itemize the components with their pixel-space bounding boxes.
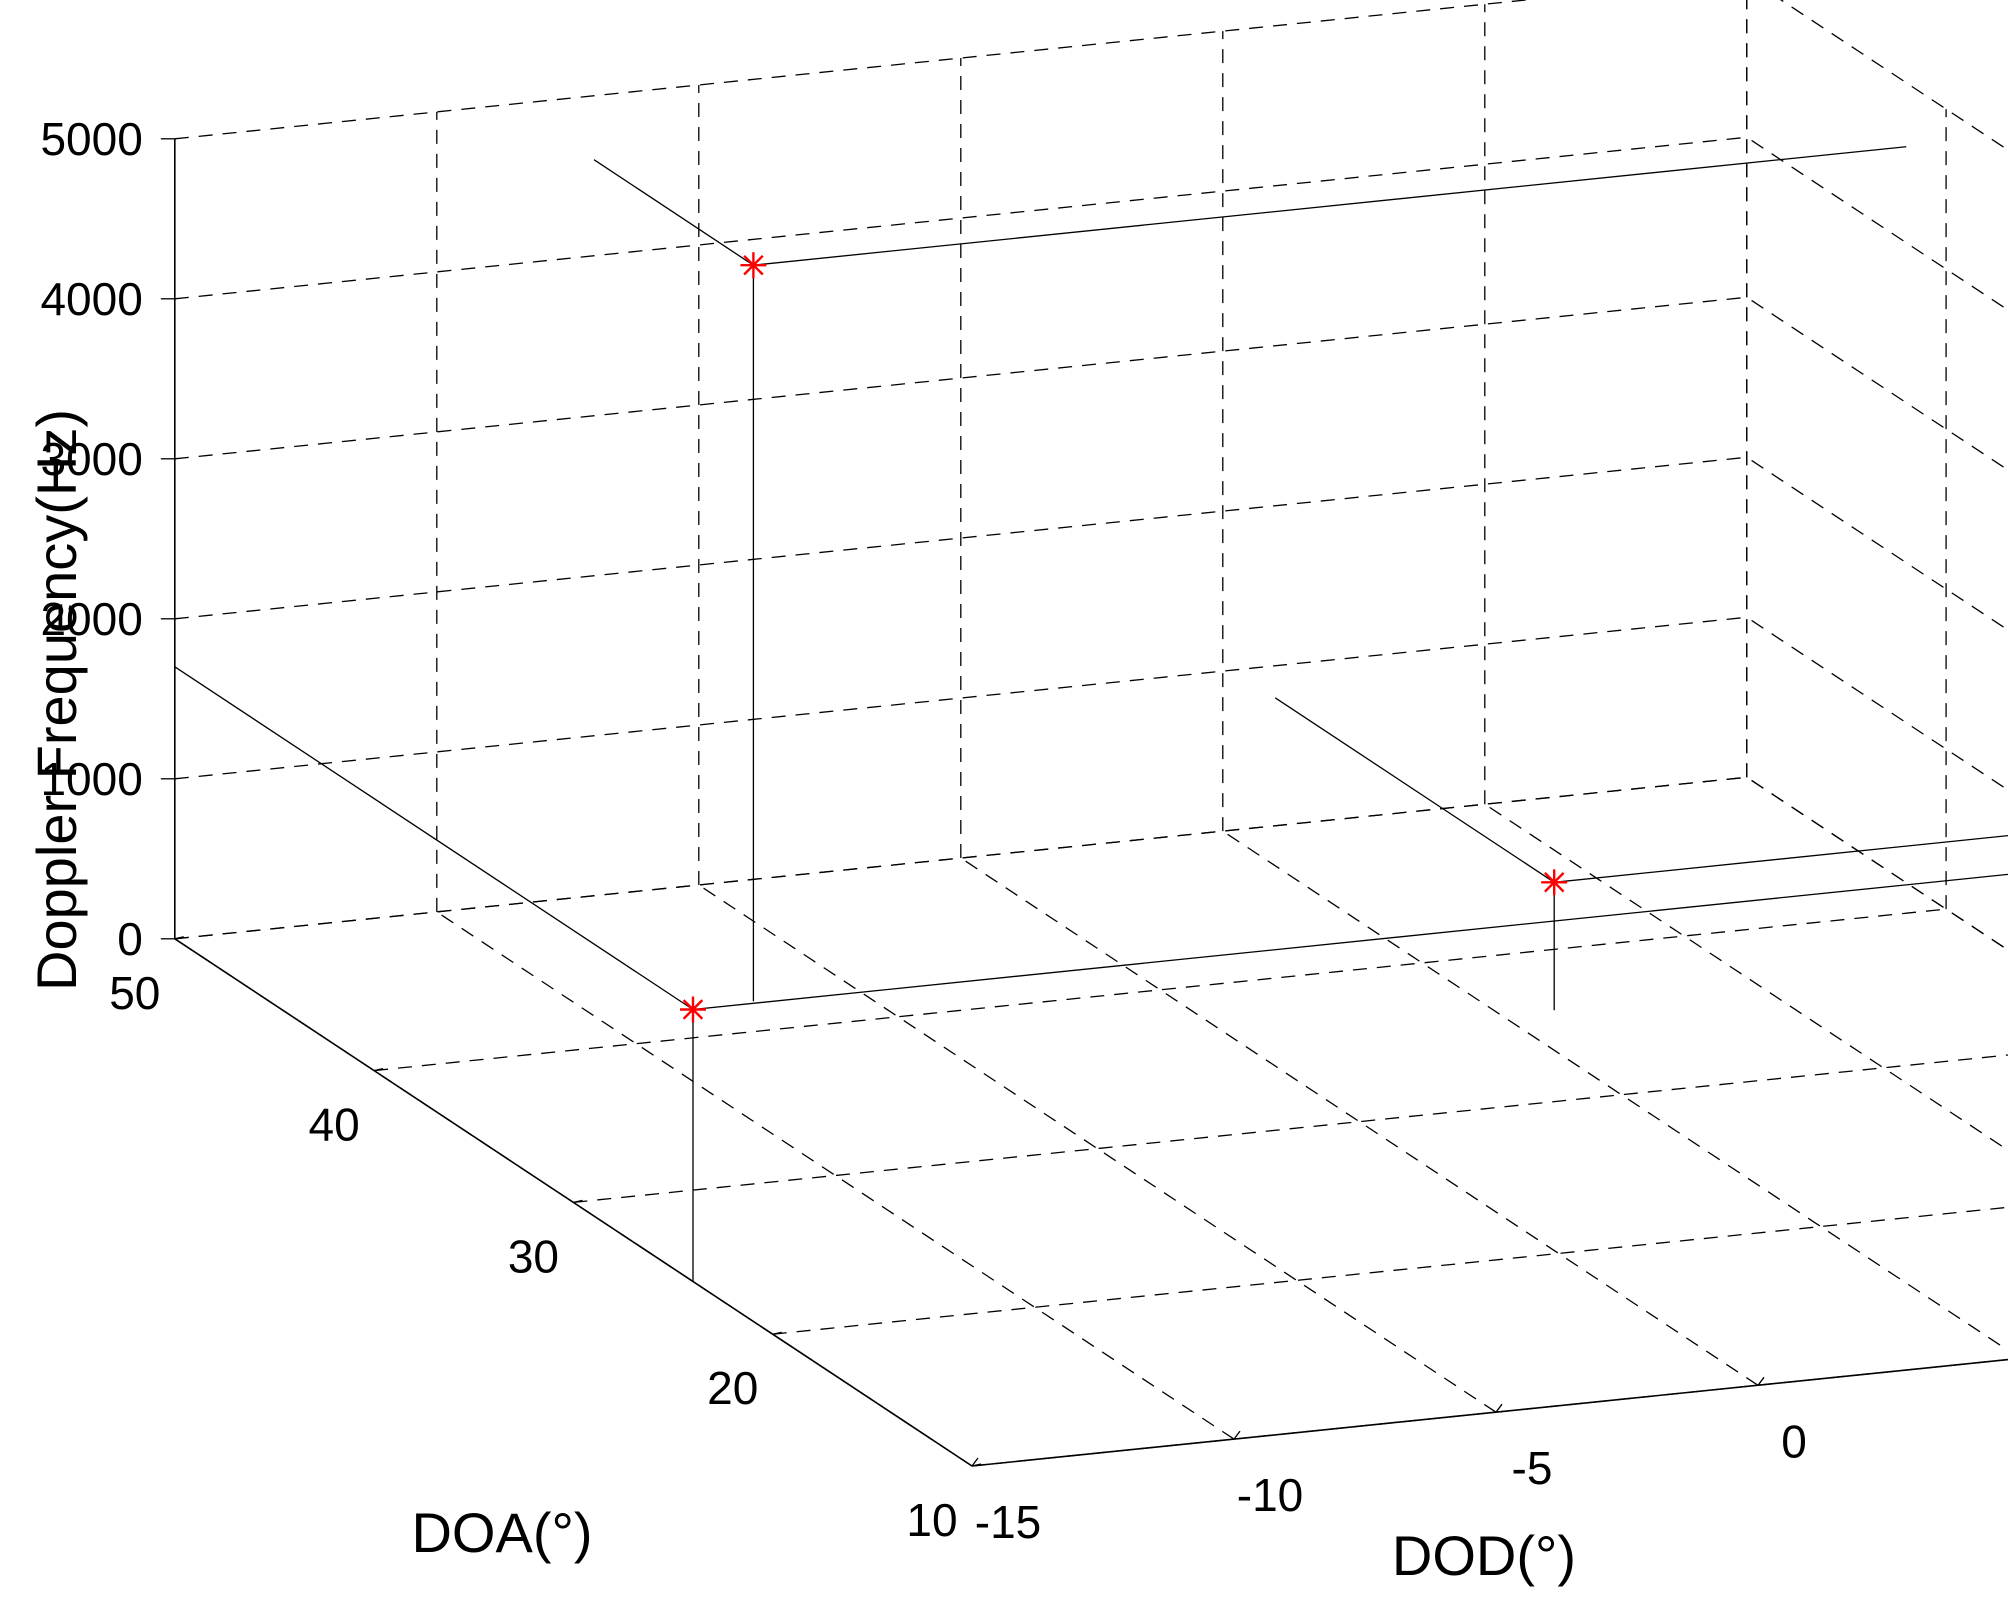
data-markers — [680, 252, 1568, 1023]
projection-line — [1554, 834, 2008, 883]
x-tick-label: -5 — [1512, 1442, 1553, 1494]
grid-line — [1484, 803, 2008, 1151]
grid-line — [573, 1054, 2008, 1204]
z-tick-label: 0 — [117, 913, 143, 965]
projection-line — [174, 666, 694, 1011]
data-point — [1541, 869, 1568, 896]
grid-line — [436, 911, 1235, 1440]
z-tick-label: 5000 — [40, 113, 142, 165]
y-tick-label: 50 — [109, 967, 160, 1019]
z-axis-label: Doppler Frequency(Hz) — [25, 409, 88, 991]
x-tick-label: 0 — [1781, 1415, 1807, 1467]
grid-line — [960, 857, 1759, 1386]
grid-line — [1746, 616, 2008, 791]
y-tick-label: 10 — [906, 1494, 957, 1546]
x-tick — [971, 1457, 979, 1467]
y-tick — [772, 1331, 782, 1335]
z-tick-label: 2000 — [40, 593, 142, 645]
y-tick — [573, 1199, 583, 1204]
z-tick-label: 3000 — [40, 433, 142, 485]
y-tick-label: 40 — [309, 1099, 360, 1151]
y-tick — [373, 1067, 384, 1072]
x-axis-line — [971, 1358, 2008, 1467]
trace-lines — [174, 146, 2008, 1282]
grid-line — [1746, 776, 2008, 951]
grid-line — [1746, 776, 2008, 951]
x-tick — [1233, 1430, 1241, 1440]
x-axis-label: DOD(°) — [1392, 1524, 1576, 1587]
grid-line — [1746, 136, 2008, 311]
grid-line — [1746, 296, 2008, 471]
grid-line — [971, 1358, 2008, 1467]
grid-line — [174, 0, 1533, 140]
y-axis-label: DOA(°) — [411, 1501, 592, 1564]
y-tick-label: 20 — [707, 1362, 758, 1414]
data-point — [740, 252, 767, 279]
grid-lines — [160, 0, 2008, 1467]
projection-line — [593, 159, 754, 266]
x-tick-label: -15 — [975, 1496, 1041, 1548]
y-tick — [971, 1463, 982, 1467]
grid-line — [174, 456, 1747, 620]
grid-line — [772, 1206, 2008, 1335]
projection-line — [1274, 697, 1555, 883]
grid-line — [698, 884, 1497, 1413]
tick-labels: -15-10-505101510203040500100020003000400… — [40, 113, 1807, 1548]
grid-line — [1779, 0, 2008, 151]
grid-line — [1222, 830, 2008, 1352]
grid-line — [1746, 456, 2008, 631]
grid-line — [374, 908, 1947, 1072]
y-tick-label: 30 — [508, 1230, 559, 1282]
projection-line — [692, 873, 2008, 1011]
projection-line — [753, 146, 1907, 266]
x-tick — [1757, 1376, 1765, 1386]
z-tick-label: 4000 — [40, 273, 142, 325]
data-point — [680, 996, 706, 1023]
x-tick-label: -10 — [1237, 1469, 1303, 1521]
x-tick — [1495, 1403, 1503, 1413]
z-tick-label: 1000 — [40, 753, 142, 805]
y-tick — [174, 936, 184, 940]
